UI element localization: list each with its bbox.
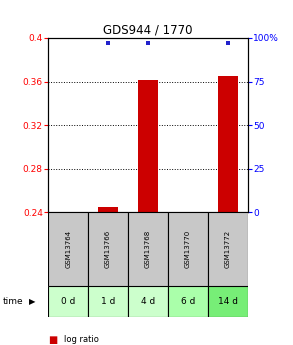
- Bar: [218, 76, 238, 212]
- Text: 14 d: 14 d: [218, 297, 238, 306]
- Text: GSM13772: GSM13772: [225, 230, 231, 268]
- Bar: [48, 286, 88, 317]
- Bar: [88, 286, 128, 317]
- Text: log ratio: log ratio: [64, 335, 99, 344]
- Bar: [128, 212, 168, 286]
- Bar: [168, 212, 208, 286]
- Bar: [128, 286, 168, 317]
- Bar: [138, 80, 158, 212]
- Text: GSM13770: GSM13770: [185, 230, 191, 268]
- Bar: [88, 212, 128, 286]
- Text: 6 d: 6 d: [180, 297, 195, 306]
- Text: GSM13764: GSM13764: [65, 230, 71, 268]
- Bar: [48, 212, 88, 286]
- Text: ■: ■: [48, 335, 58, 345]
- Text: GSM13768: GSM13768: [145, 230, 151, 268]
- Text: time: time: [3, 297, 23, 306]
- Title: GDS944 / 1770: GDS944 / 1770: [103, 24, 193, 37]
- Text: GSM13766: GSM13766: [105, 230, 111, 268]
- Text: 1 d: 1 d: [101, 297, 115, 306]
- Bar: [98, 207, 118, 212]
- Bar: [168, 286, 208, 317]
- Text: 4 d: 4 d: [141, 297, 155, 306]
- Bar: [208, 212, 248, 286]
- Bar: [208, 286, 248, 317]
- Text: 0 d: 0 d: [61, 297, 76, 306]
- Text: ▶: ▶: [29, 297, 36, 306]
